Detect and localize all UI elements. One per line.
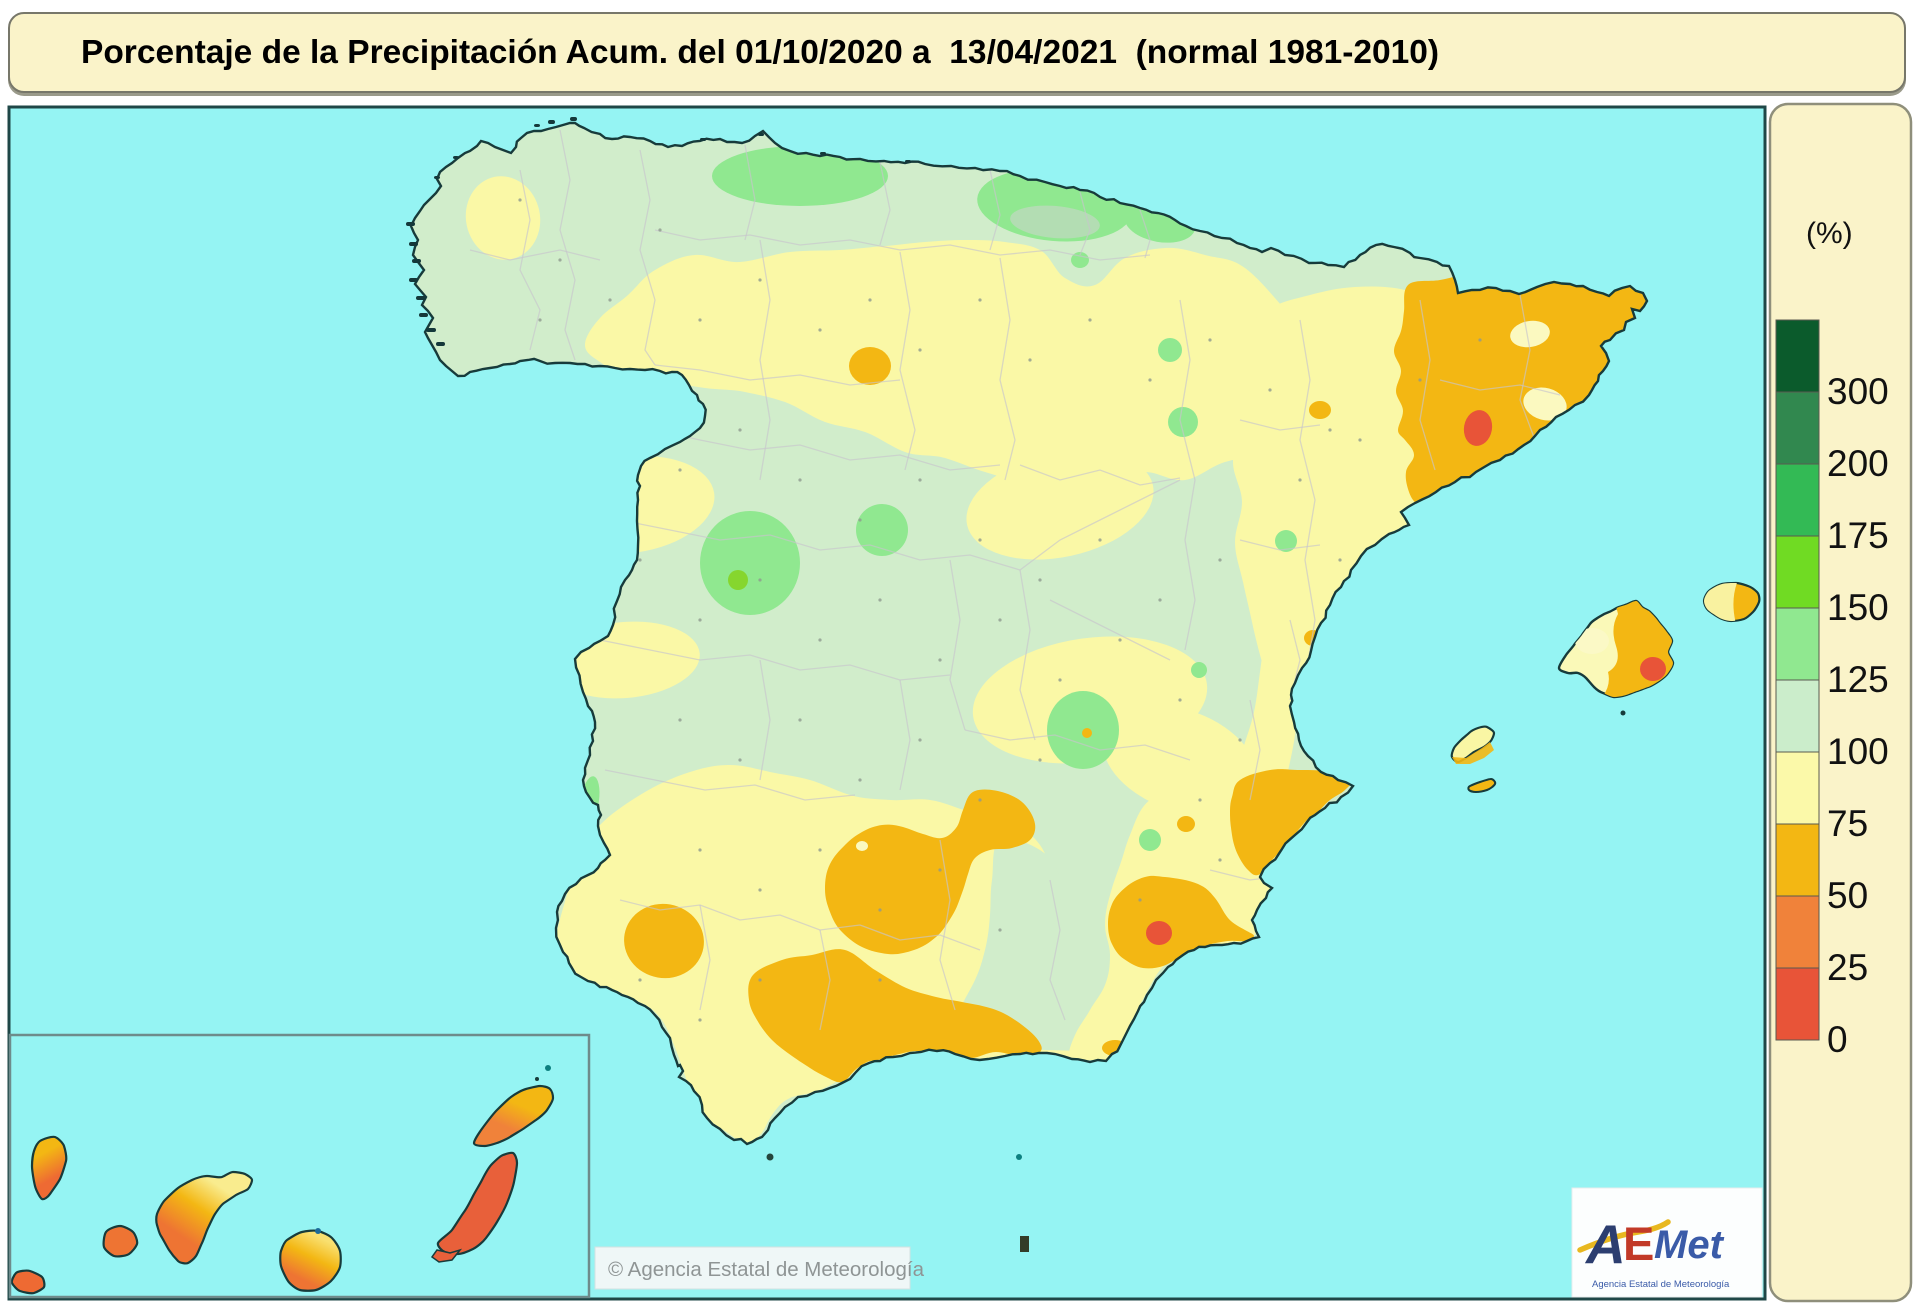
svg-text:E: E <box>1623 1217 1654 1270</box>
svg-text:125: 125 <box>1827 659 1889 700</box>
svg-text:100: 100 <box>1827 731 1889 772</box>
svg-text:300: 300 <box>1827 371 1889 412</box>
svg-text:75: 75 <box>1827 803 1868 844</box>
svg-text:150: 150 <box>1827 587 1889 628</box>
svg-text:0: 0 <box>1827 1019 1848 1060</box>
svg-text:175: 175 <box>1827 515 1889 556</box>
svg-text:A: A <box>1584 1213 1626 1275</box>
svg-text:25: 25 <box>1827 947 1868 988</box>
svg-text:50: 50 <box>1827 875 1868 916</box>
svg-text:© Agencia Estatal de Meteorolo: © Agencia Estatal de Meteorología <box>608 1258 925 1281</box>
svg-text:Agencia Estatal de Meteorologí: Agencia Estatal de Meteorología <box>1592 1279 1730 1290</box>
svg-text:200: 200 <box>1827 443 1889 484</box>
svg-text:(%): (%) <box>1806 217 1853 250</box>
svg-text:Met: Met <box>1654 1223 1725 1267</box>
